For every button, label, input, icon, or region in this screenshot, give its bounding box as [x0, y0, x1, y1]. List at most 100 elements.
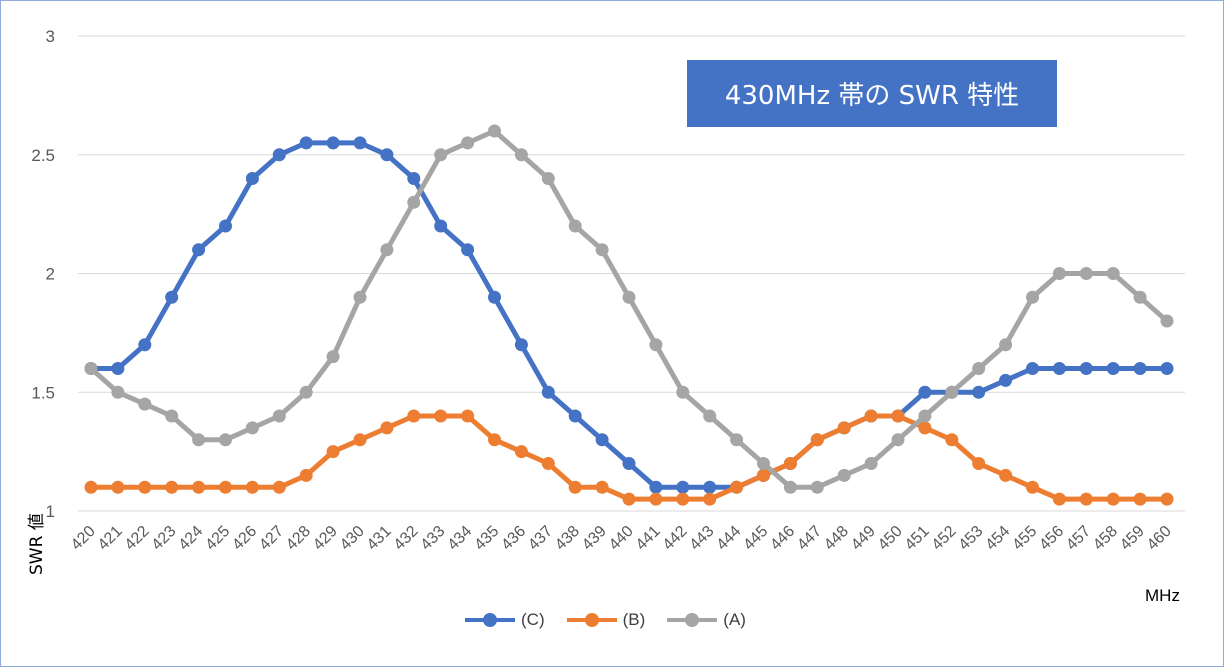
legend-item-c: (C) — [465, 606, 545, 634]
data-point — [272, 148, 286, 162]
data-point — [111, 480, 125, 494]
data-point — [1026, 362, 1039, 375]
data-point — [918, 385, 932, 399]
legend: (C) (B) (A) — [465, 606, 768, 634]
x-tick-label: 438 — [552, 523, 583, 554]
data-point — [757, 468, 770, 482]
x-axis-label: MHz — [1145, 586, 1180, 605]
data-point — [1026, 290, 1039, 304]
data-point — [138, 338, 152, 352]
x-tick-label: 450 — [875, 523, 906, 554]
legend-label-a: (A) — [723, 610, 746, 629]
data-point — [649, 338, 663, 352]
data-point — [380, 421, 394, 435]
legend-marker-a — [667, 606, 718, 634]
data-point — [676, 385, 690, 399]
x-tick-label: 436 — [498, 523, 529, 554]
data-point — [972, 362, 986, 375]
data-point — [676, 480, 690, 494]
x-tick-label: 434 — [445, 523, 476, 554]
data-point — [245, 480, 259, 494]
data-point — [703, 480, 717, 494]
data-point — [810, 480, 824, 494]
data-point — [434, 148, 448, 162]
series-line-0 — [88, 140, 1170, 490]
data-point — [730, 433, 744, 447]
data-point — [972, 457, 986, 470]
data-point — [461, 243, 475, 257]
data-point — [514, 338, 528, 352]
x-tick-label: 428 — [283, 523, 314, 554]
data-point — [864, 409, 878, 423]
data-point — [326, 350, 340, 364]
data-point — [622, 290, 636, 304]
data-point — [676, 492, 690, 506]
x-tick-label: 425 — [202, 523, 233, 554]
data-point — [999, 338, 1013, 352]
data-point — [622, 492, 636, 506]
x-tick-label: 423 — [149, 523, 180, 554]
x-tick-label: 430 — [337, 523, 368, 554]
data-point — [541, 457, 555, 470]
data-point — [514, 148, 528, 162]
data-point — [541, 385, 555, 399]
data-point — [1026, 480, 1039, 494]
x-tick-label: 427 — [256, 523, 287, 554]
y-tick-label: 2 — [46, 265, 55, 284]
x-tick-label: 458 — [1090, 523, 1121, 554]
x-tick-label: 431 — [364, 523, 395, 554]
data-point — [407, 172, 421, 185]
data-point — [945, 433, 959, 447]
data-point — [192, 480, 206, 494]
data-point — [1079, 492, 1093, 506]
data-point — [219, 219, 232, 233]
data-point — [783, 457, 797, 470]
data-point — [488, 124, 501, 138]
data-point — [810, 433, 824, 447]
data-point — [999, 468, 1013, 482]
data-point — [837, 468, 851, 482]
data-point — [192, 433, 206, 447]
data-point — [783, 480, 797, 494]
data-point — [1160, 362, 1174, 375]
data-point — [918, 409, 932, 423]
y-tick-label: 1 — [46, 502, 55, 521]
legend-label-b: (B) — [622, 610, 646, 629]
y-axis-label: SWR 値 — [27, 513, 47, 575]
data-point — [245, 172, 259, 185]
x-tick-label: 443 — [687, 523, 718, 554]
data-point — [380, 243, 394, 257]
x-tick-label: 456 — [1036, 523, 1067, 554]
data-point — [757, 457, 770, 470]
data-point — [353, 136, 367, 150]
data-point — [1133, 290, 1147, 304]
data-point — [891, 409, 905, 423]
x-tick-label: 440 — [606, 523, 637, 554]
data-point — [461, 136, 475, 150]
x-tick-label: 422 — [122, 523, 153, 554]
x-tick-label: 420 — [68, 523, 99, 554]
data-point — [434, 219, 448, 233]
data-point — [703, 409, 717, 423]
data-point — [299, 136, 313, 150]
data-point — [461, 409, 475, 423]
data-point — [111, 362, 125, 375]
x-tick-label: 432 — [391, 523, 422, 554]
x-tick-label: 457 — [1063, 523, 1094, 554]
data-point — [84, 362, 98, 375]
x-tick-label: 452 — [929, 523, 960, 554]
data-point — [165, 290, 179, 304]
legend-marker-c — [465, 606, 515, 634]
data-point — [649, 480, 663, 494]
data-point — [1133, 492, 1147, 506]
x-tick-label: 444 — [714, 523, 745, 554]
x-tick-label: 441 — [633, 523, 664, 554]
data-point — [299, 468, 313, 482]
data-point — [1106, 362, 1120, 375]
data-point — [219, 433, 232, 447]
x-tick-label: 460 — [1144, 523, 1175, 554]
data-point — [730, 480, 744, 494]
data-point — [434, 409, 448, 423]
x-tick-label: 448 — [821, 523, 852, 554]
